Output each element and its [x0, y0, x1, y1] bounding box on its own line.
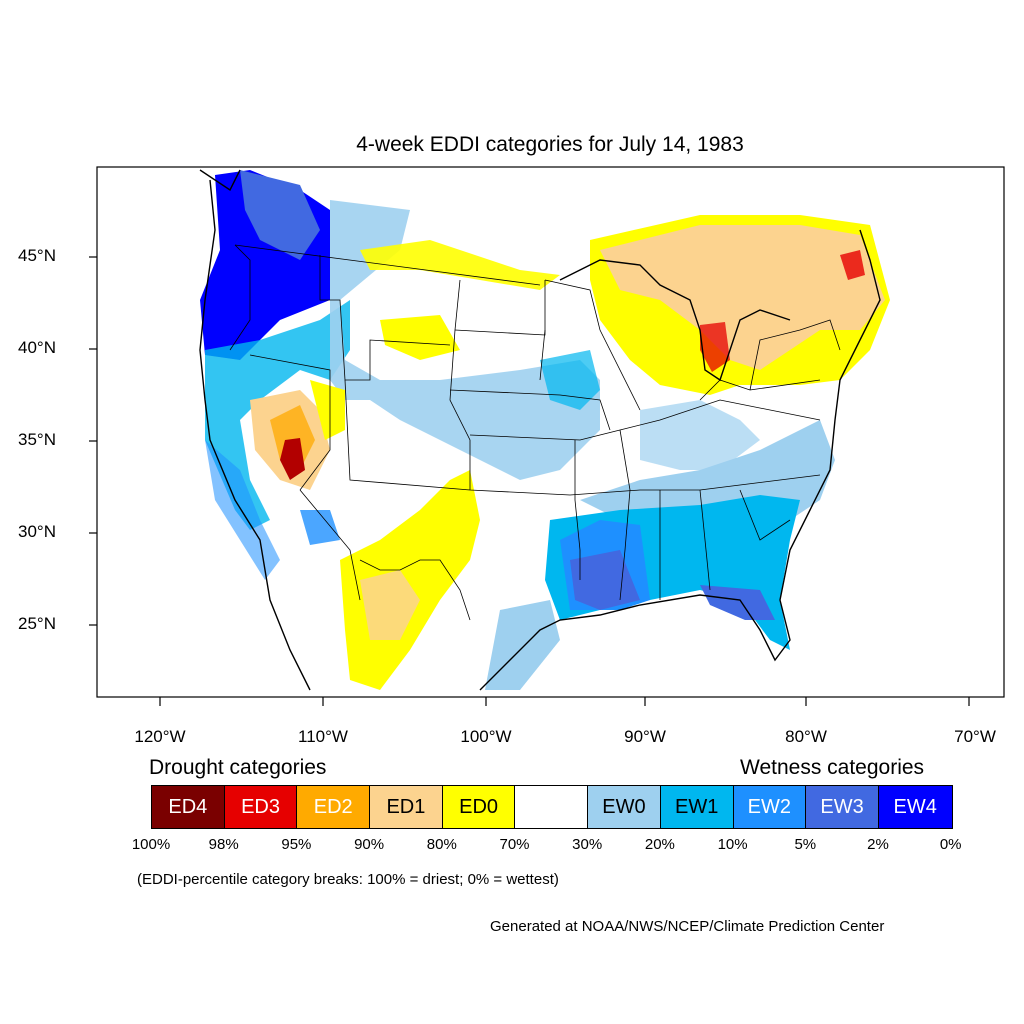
legend-ed0: ED0 — [442, 786, 516, 828]
coastlines — [199, 169, 881, 691]
west-ew0 — [330, 200, 600, 480]
legend-tick-label: 80% — [426, 836, 457, 853]
nevada-ed2 — [270, 405, 315, 470]
legend-colorbar: ED4 ED3 ED2 ED1 ED0 EW0 EW1 EW2 EW3 EW4 — [151, 785, 953, 829]
legend-ed4: ED4 — [152, 786, 225, 828]
lat-ticks — [89, 256, 97, 626]
ne-ed1 — [600, 225, 885, 370]
legend-tick-label: 2% — [867, 836, 889, 853]
legend-tick-label: 90% — [354, 836, 385, 853]
map-frame — [96, 166, 1005, 698]
legend-tick-label: 98% — [208, 836, 239, 853]
west-ew1 — [205, 300, 350, 530]
legend-tick-label: 100% — [131, 836, 171, 853]
gulf-ew3 — [570, 550, 640, 610]
legend-tick-label: 0% — [939, 836, 962, 853]
legend-tick-label: 5% — [794, 836, 817, 853]
utah-ed0 — [310, 380, 345, 440]
legend-ew1: EW1 — [660, 786, 734, 828]
lat-label: 35°N — [18, 430, 56, 449]
legend-ed3: ED3 — [224, 786, 298, 828]
nw-yellow — [380, 315, 460, 360]
map-title: 4-week EDDI categories for July 14, 1983 — [356, 133, 744, 156]
michigan-ed3 — [700, 322, 730, 372]
legend-ew2: EW2 — [733, 786, 807, 828]
nevada-ed4 — [280, 438, 305, 480]
drought-categories-title: Drought categories — [149, 756, 327, 779]
legend-ew3: EW3 — [806, 786, 879, 828]
lon-ticks — [159, 697, 970, 706]
lon-label: 110°W — [298, 727, 348, 746]
legend-tick-label: 30% — [572, 836, 603, 853]
map-field — [199, 169, 890, 691]
sw-ed1 — [360, 570, 420, 640]
lat-label: 30°N — [18, 522, 56, 541]
lon-label: 120°W — [134, 727, 186, 746]
percentile-note: (EDDI-percentile category breaks: 100% =… — [137, 871, 559, 888]
legend-ed1: ED1 — [370, 786, 443, 828]
lon-label: 80°W — [785, 727, 827, 746]
legend-neutral — [515, 786, 589, 828]
legend-tick-label: 10% — [717, 836, 748, 853]
legend-tick-label: 95% — [281, 836, 312, 853]
legend-ed2: ED2 — [297, 786, 371, 828]
pnw-ew3 — [240, 170, 320, 260]
lon-label: 90°W — [624, 727, 666, 746]
midwest-ew0 — [640, 400, 760, 470]
texas-ew1 — [485, 600, 560, 690]
legend-ew4: EW4 — [878, 786, 952, 828]
state-boundaries — [229, 244, 841, 621]
lat-label: 45°N — [18, 246, 56, 265]
northern-plains-yellow — [360, 240, 560, 290]
credit-text: Generated at NOAA/NWS/NCEP/Climate Predi… — [490, 918, 885, 935]
florida-ew3 — [700, 585, 775, 620]
quebec-ed3 — [840, 250, 865, 280]
lat-label: 25°N — [18, 614, 56, 633]
wetness-categories-title: Wetness categories — [740, 756, 925, 779]
lon-label: 100°W — [460, 727, 512, 746]
lat-label: 40°N — [18, 338, 56, 357]
socal-ew2 — [300, 510, 340, 545]
legend-tick-label: 70% — [499, 836, 530, 853]
lon-label: 70°W — [954, 727, 996, 746]
legend-ew0: EW0 — [588, 786, 661, 828]
legend-tick-label: 20% — [644, 836, 675, 853]
